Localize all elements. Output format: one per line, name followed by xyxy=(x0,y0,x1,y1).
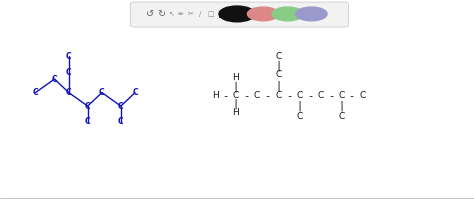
Text: C: C xyxy=(118,117,124,126)
Text: C: C xyxy=(338,91,345,100)
Text: C: C xyxy=(33,88,38,97)
Text: |: | xyxy=(232,99,239,109)
Text: C: C xyxy=(317,91,324,100)
Text: C: C xyxy=(359,91,365,100)
Text: H: H xyxy=(232,73,239,83)
Text: C: C xyxy=(132,88,138,97)
Text: -: - xyxy=(328,91,334,101)
Text: ↺: ↺ xyxy=(146,9,155,19)
Text: □: □ xyxy=(208,11,214,17)
Text: -: - xyxy=(243,91,249,101)
Text: ↖: ↖ xyxy=(169,11,174,17)
Text: /: / xyxy=(199,11,201,17)
Circle shape xyxy=(219,6,255,22)
Text: |: | xyxy=(275,80,282,90)
Text: ✏: ✏ xyxy=(178,11,184,17)
Text: |: | xyxy=(232,82,239,92)
Text: C: C xyxy=(338,112,345,121)
Text: ↻: ↻ xyxy=(157,9,165,19)
Text: |: | xyxy=(296,101,303,111)
Text: C: C xyxy=(99,88,105,97)
Text: |: | xyxy=(338,101,345,111)
Text: C: C xyxy=(85,117,91,126)
Circle shape xyxy=(272,7,303,21)
Text: -: - xyxy=(264,91,271,101)
Text: C: C xyxy=(52,74,57,84)
Circle shape xyxy=(247,7,279,21)
Text: C: C xyxy=(66,52,72,61)
Text: C: C xyxy=(296,112,303,121)
Text: C: C xyxy=(232,91,239,100)
Text: C: C xyxy=(66,68,72,77)
Text: H: H xyxy=(232,108,239,117)
Text: -: - xyxy=(286,91,292,101)
Text: H: H xyxy=(212,91,219,100)
Text: ✂: ✂ xyxy=(188,11,193,17)
Text: C: C xyxy=(275,70,282,79)
Text: C: C xyxy=(275,52,282,61)
Text: █: █ xyxy=(218,10,223,17)
Text: |: | xyxy=(275,60,282,71)
Text: C: C xyxy=(118,102,124,111)
Text: C: C xyxy=(296,91,303,100)
Text: -: - xyxy=(348,91,355,101)
Circle shape xyxy=(296,7,327,21)
Text: C: C xyxy=(253,91,260,100)
Text: C: C xyxy=(66,88,72,97)
FancyBboxPatch shape xyxy=(130,2,348,27)
Text: -: - xyxy=(307,91,313,101)
Text: -: - xyxy=(222,91,229,101)
Text: C: C xyxy=(275,91,282,100)
Text: C: C xyxy=(85,102,91,111)
